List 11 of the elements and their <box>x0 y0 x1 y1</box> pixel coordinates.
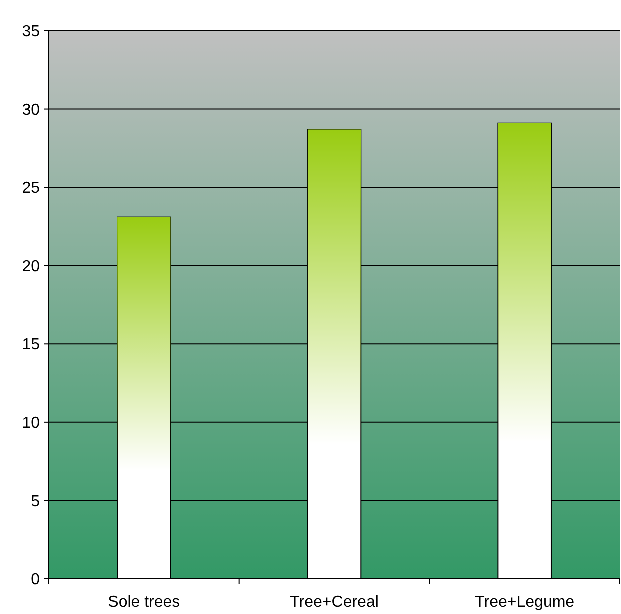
y-tick-label: 30 <box>22 102 40 119</box>
y-tick-label: 5 <box>31 493 40 510</box>
x-tick-label: Tree+Cereal <box>290 594 379 611</box>
x-tick-label: Tree+Legume <box>475 594 575 611</box>
y-tick-label: 15 <box>22 336 40 354</box>
y-tick-label: 35 <box>22 24 40 41</box>
y-tick-label: 25 <box>22 180 40 198</box>
y-tick-label: 10 <box>22 415 40 432</box>
y-tick-label: 0 <box>31 572 40 589</box>
x-tick-label: Sole trees <box>108 594 180 611</box>
y-tick-label: 20 <box>22 258 40 276</box>
